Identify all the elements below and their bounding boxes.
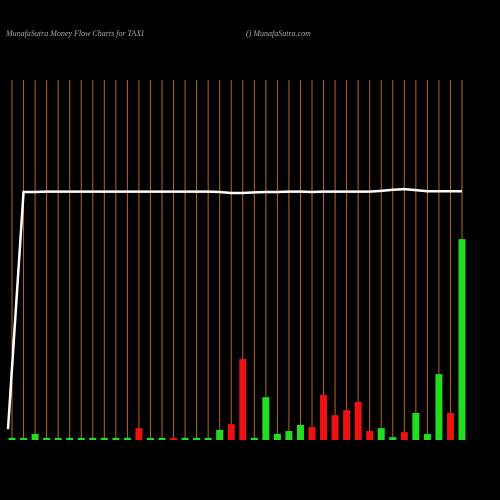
bar [285,431,293,440]
bar [389,437,397,440]
bar [446,413,454,440]
chart-title: MunafaSutra Money Flow Charts for TAXI [5,29,144,38]
bar [377,428,385,440]
bar [354,401,362,440]
bar [343,410,351,440]
bar [66,437,74,440]
bar [239,359,247,440]
bar [193,437,201,440]
bar [204,437,212,440]
bar [435,374,443,440]
bar [170,437,178,440]
bar [320,395,328,440]
bar [20,437,28,440]
bar [250,437,258,440]
bar [216,429,224,440]
bar [308,427,316,440]
bar [296,424,304,440]
bar [123,437,131,440]
bar [273,433,281,440]
bar [458,239,466,440]
bar [181,437,189,440]
bar [227,424,235,440]
bar [423,433,431,440]
bar [100,437,108,440]
bar [43,437,51,440]
bar [112,437,120,440]
bar [331,415,339,440]
bar [262,397,270,440]
bar [146,437,154,440]
bar [158,437,166,440]
bar [366,431,374,440]
chart-subtitle: () MunafaSutra.com [246,29,311,38]
bar [77,437,85,440]
money-flow-line [6,187,462,430]
bar [89,437,97,440]
bar [54,437,62,440]
bar [8,437,16,440]
bar [400,432,408,440]
bar [135,428,143,440]
bar [412,413,420,440]
bar [31,433,39,440]
